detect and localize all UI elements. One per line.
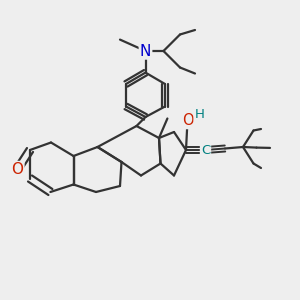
Text: H: H xyxy=(195,108,204,121)
Text: C: C xyxy=(201,143,210,157)
Text: O: O xyxy=(182,113,193,128)
Text: N: N xyxy=(140,44,151,59)
Text: O: O xyxy=(11,162,23,177)
